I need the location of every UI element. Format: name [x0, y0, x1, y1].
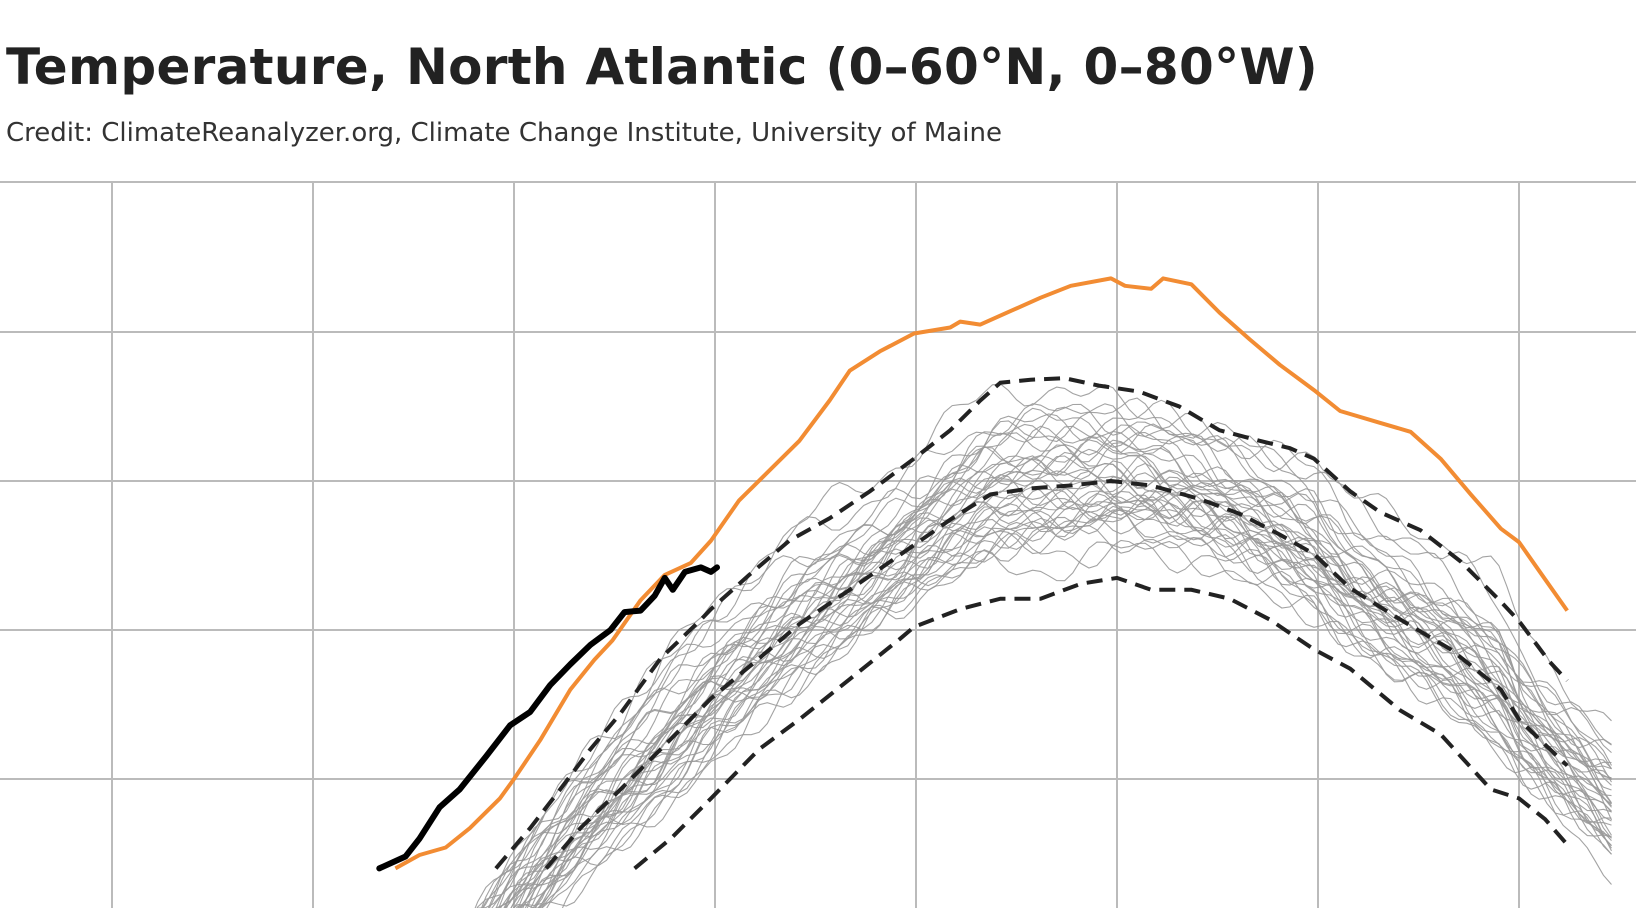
series-lines — [376, 276, 1569, 872]
ensemble-line — [524, 499, 1612, 908]
ensemble-line — [519, 462, 1612, 908]
series-line-mean-plus-2sd — [494, 376, 1569, 870]
series-line-highlight-year — [394, 276, 1569, 871]
ensemble-line — [515, 492, 1612, 908]
ensemble-line — [494, 452, 1612, 908]
ensemble-line — [512, 470, 1612, 908]
ensemble-line — [561, 533, 1612, 908]
ensemble-line — [504, 451, 1612, 908]
ensemble-line — [541, 505, 1612, 908]
ensemble-line — [546, 541, 1612, 908]
ensemble-line — [476, 424, 1612, 908]
ensemble-line — [481, 403, 1612, 908]
ensemble-line — [534, 474, 1612, 908]
ensemble-lines — [474, 383, 1613, 908]
ensemble-line — [533, 496, 1612, 908]
ensemble-line — [480, 423, 1612, 908]
ensemble-line — [512, 488, 1612, 908]
ensemble-line — [491, 420, 1612, 908]
chart-credit: Credit: ClimateReanalyzer.org, Climate C… — [6, 118, 1002, 148]
ensemble-line — [488, 383, 1612, 908]
ensemble-line — [499, 442, 1612, 908]
series-line-mean — [544, 478, 1569, 870]
ensemble-line — [510, 493, 1612, 908]
series-line-current-year — [376, 564, 720, 872]
series-line-mean-minus-2sd — [633, 575, 1569, 870]
ensemble-line — [505, 476, 1612, 908]
chart-title: Temperature, North Atlantic (0–60°N, 0–8… — [6, 38, 1319, 96]
ensemble-line — [498, 425, 1612, 908]
ensemble-line — [532, 479, 1613, 908]
grid — [0, 181, 1636, 908]
ensemble-line — [482, 399, 1612, 908]
ensemble-line — [526, 492, 1612, 908]
ensemble-line — [474, 407, 1612, 908]
ensemble-line — [497, 433, 1612, 908]
